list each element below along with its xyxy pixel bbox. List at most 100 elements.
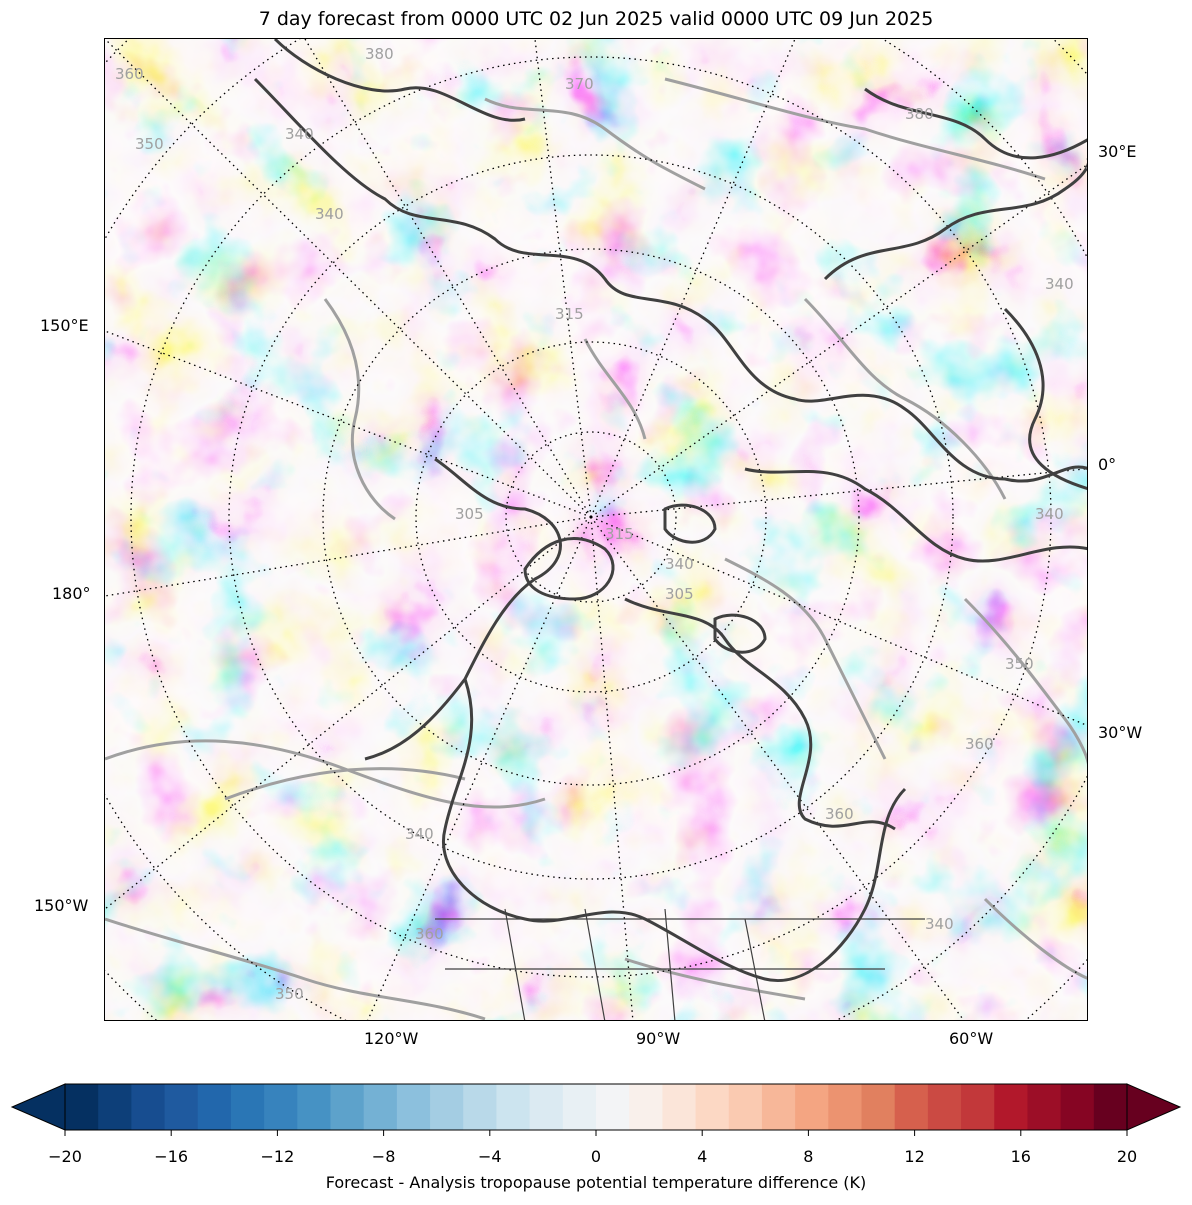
colorbar-cell	[230, 1084, 265, 1130]
theta-contour	[963, 597, 1087, 765]
contour-label: 380	[1085, 155, 1088, 173]
colorbar-cell	[927, 1084, 962, 1130]
colorbar-cell	[629, 1084, 663, 1130]
colorbar	[10, 1083, 1182, 1136]
contour-label: 350	[275, 985, 304, 1003]
colorbar-tick-label: 0	[590, 1147, 602, 1166]
colorbar-cell	[1027, 1084, 1062, 1130]
coastline	[744, 467, 1087, 563]
latitude-circle	[415, 341, 767, 693]
graticule	[105, 39, 1087, 1020]
colorbar-cell	[396, 1084, 431, 1130]
contour-label: 360	[965, 735, 994, 753]
coastline	[713, 613, 767, 654]
theta-contour	[983, 897, 1087, 980]
lon-label-120w: 120°W	[364, 1029, 419, 1048]
coastlines	[253, 39, 1087, 1020]
theta-contour	[803, 297, 1007, 500]
contour-label: 360	[825, 805, 854, 823]
colorbar-cell	[164, 1084, 199, 1130]
contour-label: 380	[905, 105, 934, 123]
theta-contour	[224, 767, 466, 801]
coastline	[523, 537, 615, 601]
coastline	[253, 77, 1087, 483]
colorbar-cell	[264, 1084, 298, 1130]
colorbar-cell	[562, 1084, 597, 1130]
colorbar-tick-label: −12	[260, 1147, 295, 1166]
colorbar-tick-label: 20	[1116, 1147, 1138, 1166]
meridian	[590, 516, 634, 1020]
contour-label: 340	[285, 125, 314, 143]
theta-contour	[323, 298, 396, 521]
colorbar-tick-label: 12	[904, 1147, 925, 1166]
plot-title: 7 day forecast from 0000 UTC 02 Jun 2025…	[258, 8, 934, 30]
contour-label: 380	[365, 45, 394, 63]
colorbar-cell	[529, 1084, 564, 1130]
meridian	[367, 516, 592, 1020]
colorbar-cell	[197, 1084, 232, 1130]
colorbar-cell	[330, 1084, 365, 1130]
colorbar-extend-max	[1126, 1083, 1182, 1131]
contour-label: 350	[135, 135, 164, 153]
contour-label: 340	[1035, 505, 1064, 523]
colorbar-tick-label: −4	[478, 1147, 502, 1166]
contour-label: 370	[565, 75, 594, 93]
temperature-difference-field	[105, 39, 1087, 1020]
meridian	[590, 468, 1087, 518]
colorbar-cell	[131, 1084, 166, 1130]
map-canvas: 360 380 370 380 350 340 315 340 305 315 305 340 340 3…	[105, 39, 1088, 1020]
colorbar-cell	[596, 1084, 630, 1130]
theta-contour	[664, 77, 1046, 181]
lon-label-150w: 150°W	[34, 896, 89, 915]
colorbar-tick-label: −16	[154, 1147, 189, 1166]
colorbar-tick-label: −8	[371, 1147, 396, 1166]
tropopause-theta-contours	[105, 77, 1087, 1020]
colorbar-cell	[695, 1084, 730, 1130]
colorbar-cell	[728, 1084, 763, 1130]
coastline	[1003, 307, 1087, 490]
contour-label: 315	[605, 525, 634, 543]
coastline	[663, 503, 717, 544]
theta-contour	[105, 917, 486, 1020]
colorbar-cell	[430, 1084, 464, 1130]
colorbar-cell	[828, 1084, 863, 1130]
meridian	[590, 516, 965, 1020]
latitude-circle	[228, 154, 954, 880]
contour-label: 315	[555, 305, 584, 323]
colorbar-cell	[795, 1084, 829, 1130]
colorbar-cell	[297, 1084, 332, 1130]
colorbar-cell	[463, 1084, 498, 1130]
coastline	[823, 162, 1087, 281]
colorbar-cell	[662, 1084, 697, 1130]
contour-labels: 360 380 370 380 350 340 315 340 305 315 305 340 340 3…	[115, 45, 1088, 1003]
meridian	[590, 39, 796, 518]
colorbar-tick-label: 4	[697, 1147, 708, 1166]
theta-contour	[583, 338, 647, 440]
colorbar-cell	[994, 1084, 1029, 1130]
colorbar-cell	[65, 1084, 99, 1130]
coastline	[273, 39, 526, 122]
contour-label: 360	[415, 925, 444, 943]
contour-label: 305	[455, 505, 484, 523]
contour-label: 340	[315, 205, 344, 223]
lon-label-150e: 150°E	[40, 316, 89, 335]
coastline	[364, 457, 562, 761]
colorbar-extend-min	[10, 1083, 66, 1131]
colorbar-label: Forecast - Analysis tropopause potential…	[325, 1173, 867, 1192]
colorbar-tick-label: 8	[803, 1147, 814, 1166]
contour-label: 350	[1005, 655, 1034, 673]
colorbar-cell	[861, 1084, 896, 1130]
theta-contour	[624, 957, 806, 1001]
colorbar-cell	[496, 1084, 531, 1130]
colorbar-cell	[98, 1084, 132, 1130]
theta-contour	[724, 557, 887, 760]
meridian	[590, 163, 1087, 518]
coastline	[624, 597, 896, 831]
colorbar-cell	[1093, 1084, 1128, 1130]
colorbar-cell	[894, 1084, 929, 1130]
latitude-circle	[505, 431, 677, 603]
coastline	[864, 87, 1087, 160]
latitude-circle	[130, 56, 1052, 978]
theta-contour	[484, 97, 706, 191]
map-panel: 360 380 370 380 350 340 315 340 305 315 305 340 340 3…	[104, 38, 1088, 1021]
